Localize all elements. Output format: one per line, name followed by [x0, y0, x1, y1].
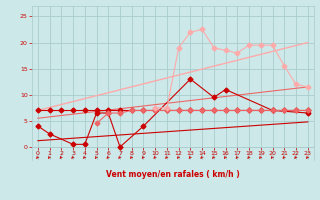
X-axis label: Vent moyen/en rafales ( km/h ): Vent moyen/en rafales ( km/h ) [106, 170, 240, 179]
